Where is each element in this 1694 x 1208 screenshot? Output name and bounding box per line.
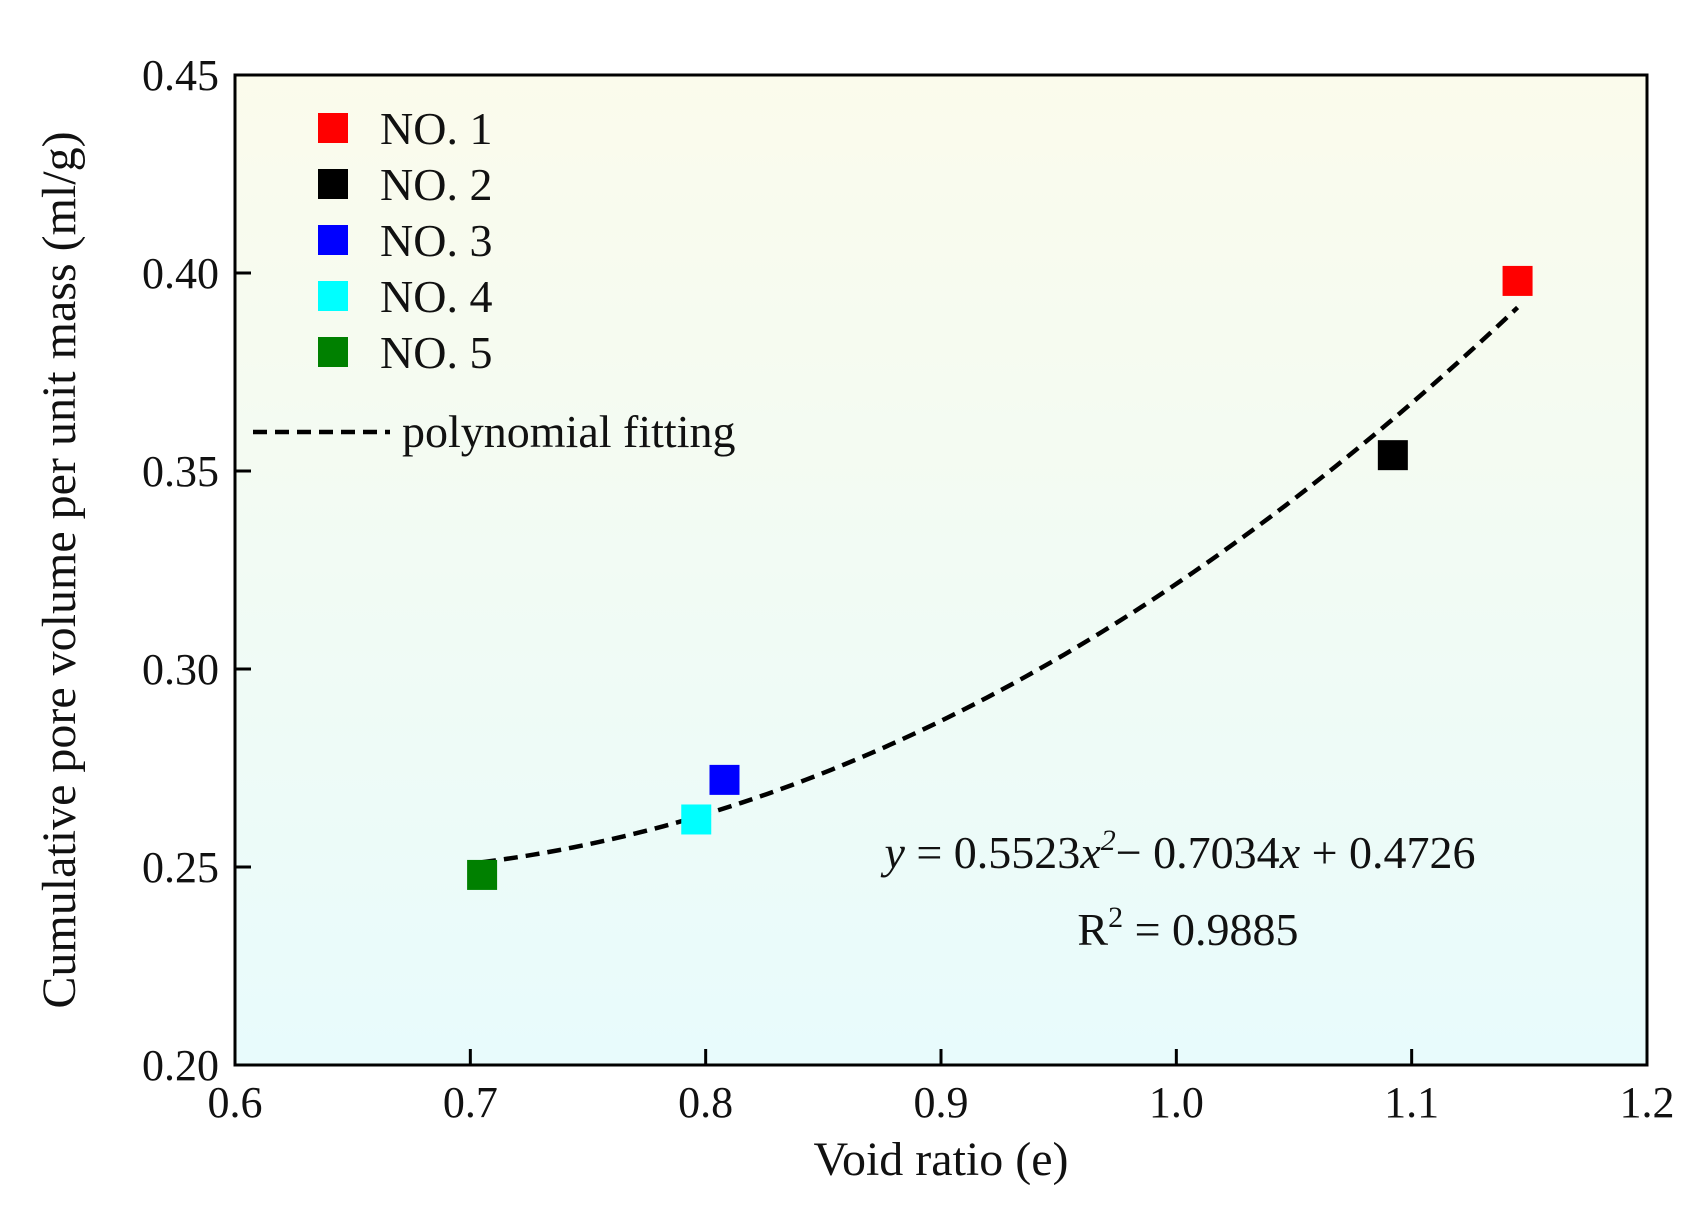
legend-label-no-2: NO. 2: [380, 159, 492, 210]
legend: NO. 1NO. 2NO. 3NO. 4NO. 5: [318, 103, 492, 378]
x-tick-label: 0.9: [914, 1078, 969, 1127]
fit-equation: y = 0.5523x2− 0.7034x + 0.4726: [880, 824, 1475, 878]
fit-r-squared: R2 = 0.9885: [1077, 901, 1298, 955]
legend-marker-no-3: [318, 225, 348, 255]
y-tick-label: 0.45: [142, 51, 219, 100]
data-point-no-2: [1377, 440, 1408, 471]
legend-marker-no-1: [318, 113, 348, 143]
legend-label-no-5: NO. 5: [380, 327, 492, 378]
plot-area-background: [235, 75, 1647, 1065]
legend-label-no-3: NO. 3: [380, 215, 492, 266]
x-tick-label: 0.7: [443, 1078, 498, 1127]
x-tick-label: 1.1: [1384, 1078, 1439, 1127]
x-tick-label: 0.8: [678, 1078, 733, 1127]
y-axis-label: Cumulative pore volume per unit mass (ml…: [33, 131, 86, 1008]
y-tick-label: 0.25: [142, 843, 219, 892]
x-tick-label: 0.6: [208, 1078, 263, 1127]
legend-marker-no-5: [318, 337, 348, 367]
data-point-no-1: [1502, 265, 1533, 296]
x-tick-label: 1.0: [1149, 1078, 1204, 1127]
legend-label-no-1: NO. 1: [380, 103, 492, 154]
x-axis-label: Void ratio (e): [813, 1133, 1068, 1186]
x-tick-label: 1.2: [1620, 1078, 1675, 1127]
legend-label-no-4: NO. 4: [380, 271, 492, 322]
y-tick-label: 0.20: [142, 1041, 219, 1090]
y-tick-label: 0.30: [142, 645, 219, 694]
y-tick-label: 0.35: [142, 447, 219, 496]
data-point-no-3: [709, 764, 740, 795]
legend-marker-no-4: [318, 281, 348, 311]
data-point-no-5: [467, 859, 498, 890]
y-tick-label: 0.40: [142, 249, 219, 298]
data-point-no-4: [681, 804, 712, 835]
legend-marker-no-2: [318, 169, 348, 199]
legend-fit-label: polynomial fitting: [402, 406, 735, 457]
